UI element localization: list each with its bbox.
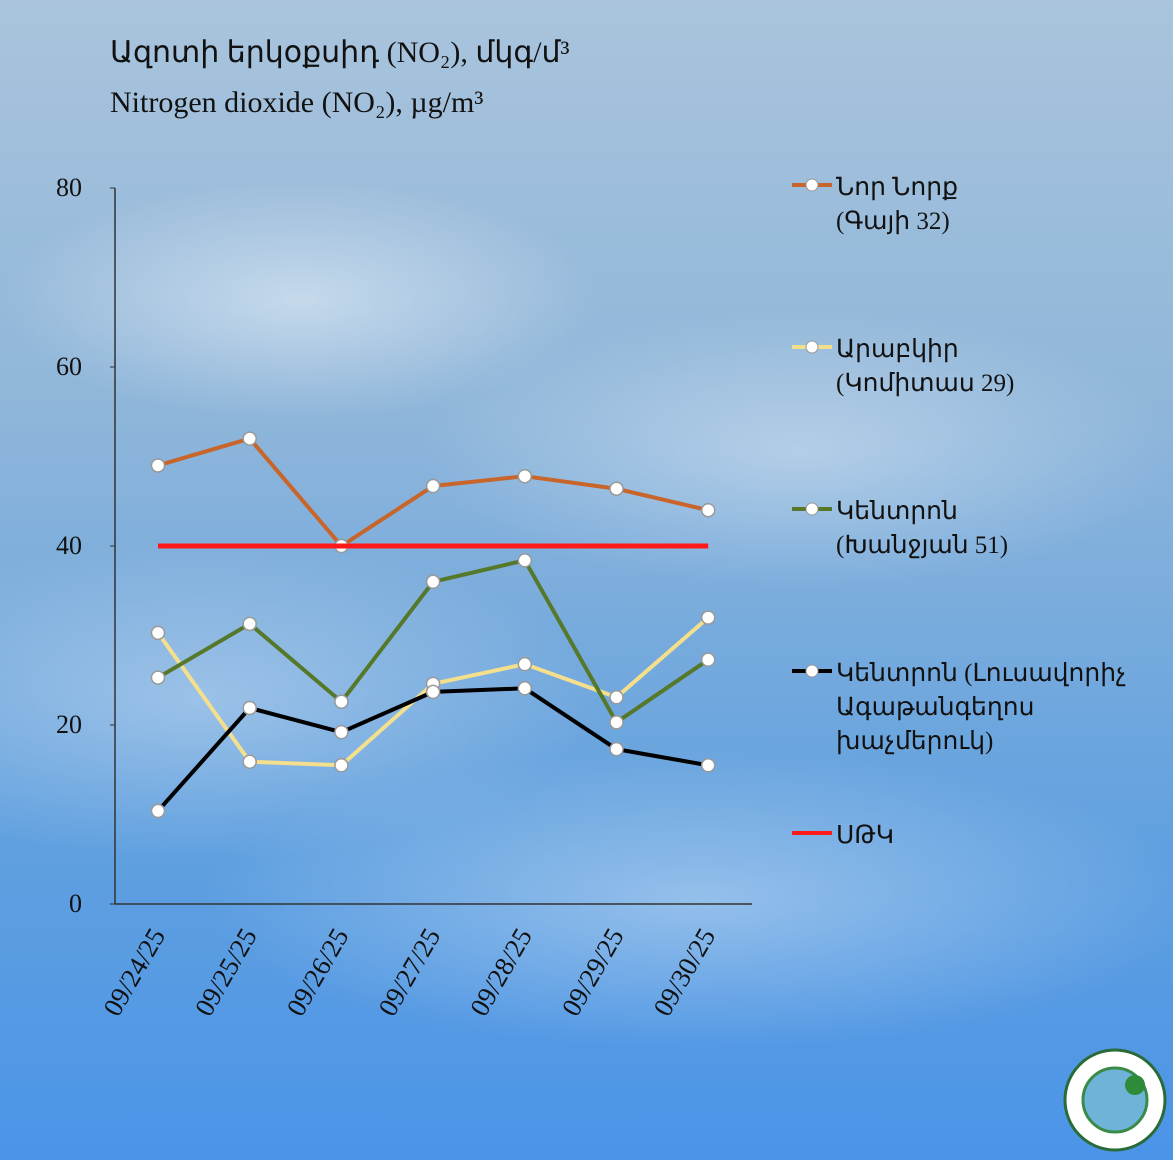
data-point (242, 431, 257, 446)
chart-subtitle: Nitrogen dioxide (NO₂), µg/m³ (110, 86, 483, 119)
legend-marker (805, 340, 819, 354)
data-point (150, 670, 166, 685)
legend-swatch (792, 178, 832, 192)
data-point (242, 616, 257, 632)
data-point (517, 681, 533, 696)
data-point (517, 468, 533, 484)
x-tick-label: 09/25/25 (189, 923, 263, 1021)
legend-swatch (792, 340, 832, 354)
legend-label: Կենտրոն (Խանջյան 51) (836, 498, 1009, 559)
data-point (425, 574, 441, 590)
legend-label: Կենտրոն (Լուսավորիչ Ագաթանգեղոս խաչմերու… (836, 660, 1127, 755)
x-tick-label: 09/30/25 (647, 923, 721, 1021)
data-point (334, 694, 349, 709)
y-tick-label: 80 (56, 173, 82, 202)
data-point (425, 478, 441, 494)
legend-label: ՍԹԿ (836, 822, 895, 849)
data-point (609, 741, 624, 757)
legend-label: Նոր Նորք (Գայի 32) (836, 174, 958, 235)
legend-swatch (792, 502, 832, 516)
data-point (700, 758, 716, 773)
data-point (334, 758, 349, 773)
data-point (150, 458, 166, 473)
data-point (242, 754, 257, 769)
x-tick-label: 09/27/25 (372, 923, 446, 1021)
data-point (334, 724, 349, 740)
data-point (150, 803, 166, 819)
x-tick-label: 09/29/25 (556, 923, 630, 1021)
y-tick-label: 0 (69, 889, 82, 918)
chart-title: Ազոտի երկօքսիդ (NO₂), մկգ/մ³ (110, 36, 569, 69)
legend-marker (805, 664, 819, 678)
legend-marker (805, 178, 819, 192)
legend-swatch (792, 664, 832, 678)
data-point (517, 656, 533, 672)
data-point (517, 553, 533, 568)
legend-label: Արաբկիր (Կոմիտաս 29) (836, 336, 1015, 397)
legend-swatch (792, 831, 832, 835)
data-point (425, 684, 441, 700)
data-point (609, 715, 624, 730)
data-point (150, 625, 166, 641)
data-point (700, 652, 716, 667)
data-point (700, 610, 716, 625)
y-tick-label: 20 (56, 710, 82, 739)
x-tick-label: 09/24/25 (97, 923, 171, 1021)
x-tick-label: 09/26/25 (281, 923, 355, 1021)
legend-marker (805, 502, 819, 516)
data-point (609, 481, 624, 496)
y-tick-label: 60 (56, 352, 82, 381)
y-tick-label: 40 (56, 531, 82, 560)
logo (1063, 1048, 1167, 1152)
data-point (242, 700, 257, 716)
data-point (609, 690, 624, 705)
x-tick-label: 09/28/25 (464, 923, 538, 1021)
data-point (700, 502, 716, 518)
